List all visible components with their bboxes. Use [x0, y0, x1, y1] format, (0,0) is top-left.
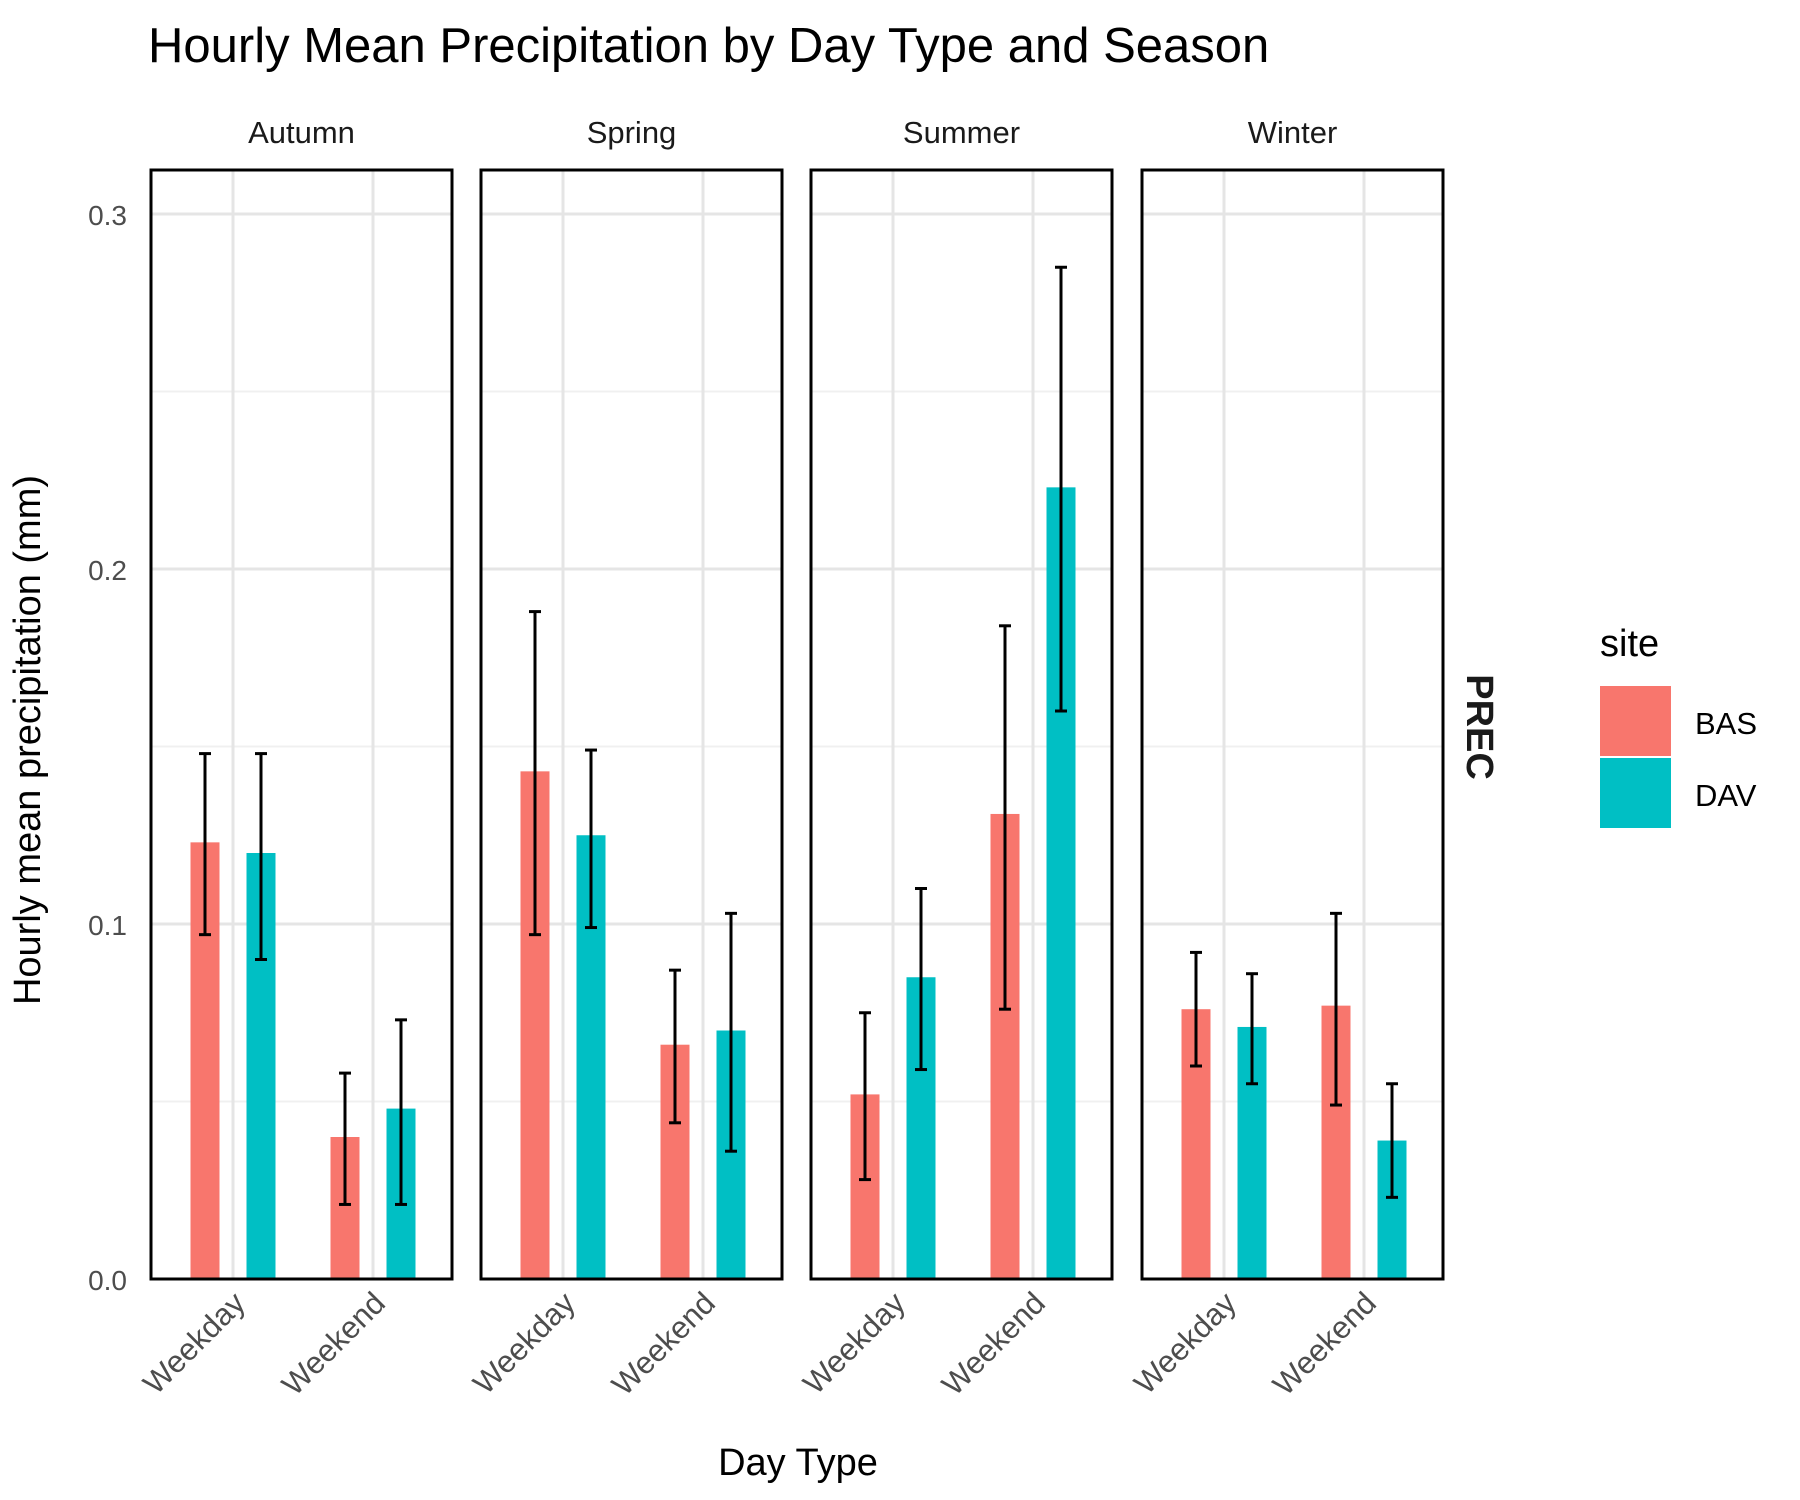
x-tick-label: Weekend: [605, 1285, 722, 1402]
legend-label-dav: DAV: [1695, 778, 1757, 813]
x-axis-label: Day Type: [718, 1442, 878, 1484]
y-tick-label: 0.0: [88, 1265, 127, 1296]
panel-border: [149, 168, 454, 1281]
x-tick-label: Weekend: [935, 1285, 1052, 1402]
facet-strip-label: Spring: [587, 115, 677, 150]
legend-label-bas: BAS: [1695, 706, 1757, 741]
y-tick-label: 0.3: [88, 200, 127, 231]
legend: site BAS DAV: [1600, 623, 1757, 828]
legend-title: site: [1600, 623, 1659, 665]
legend-swatch-bas: [1600, 686, 1671, 756]
panel-border: [809, 168, 1114, 1281]
facet-strip-label: Autumn: [248, 115, 355, 150]
panel-border: [1140, 168, 1445, 1281]
x-tick-label: Weekend: [275, 1285, 392, 1402]
facet-panel-winter: Winter Weekday Weekend: [1127, 115, 1445, 1402]
y-axis-label: Hourly mean precipitation (mm): [7, 475, 49, 1005]
x-tick-label: Weekend: [1266, 1285, 1383, 1402]
facet-strip-label: Summer: [903, 115, 1020, 150]
legend-swatch-dav: [1600, 758, 1671, 828]
chart-title: Hourly Mean Precipitation by Day Type an…: [148, 19, 1269, 73]
y-tick-label: 0.1: [88, 910, 127, 941]
facet-panel-spring: Spring Weekday Weekend: [466, 115, 784, 1402]
panel-border: [479, 168, 784, 1281]
row-strip-label: PREC: [1458, 674, 1500, 780]
x-tick-label: Weekday: [796, 1285, 912, 1401]
x-tick-label: Weekday: [1127, 1285, 1243, 1401]
facet-panel-summer: Summer Weekday Weekend: [796, 115, 1114, 1402]
x-tick-label: Weekday: [136, 1285, 252, 1401]
y-tick-label: 0.2: [88, 555, 127, 586]
facet-strip-label: Winter: [1248, 115, 1338, 150]
y-axis-ticks: 0.0 0.1 0.2 0.3: [88, 200, 127, 1296]
facet-panel-autumn: Autumn Weekday Weekend: [136, 115, 454, 1402]
x-tick-label: Weekday: [466, 1285, 582, 1401]
